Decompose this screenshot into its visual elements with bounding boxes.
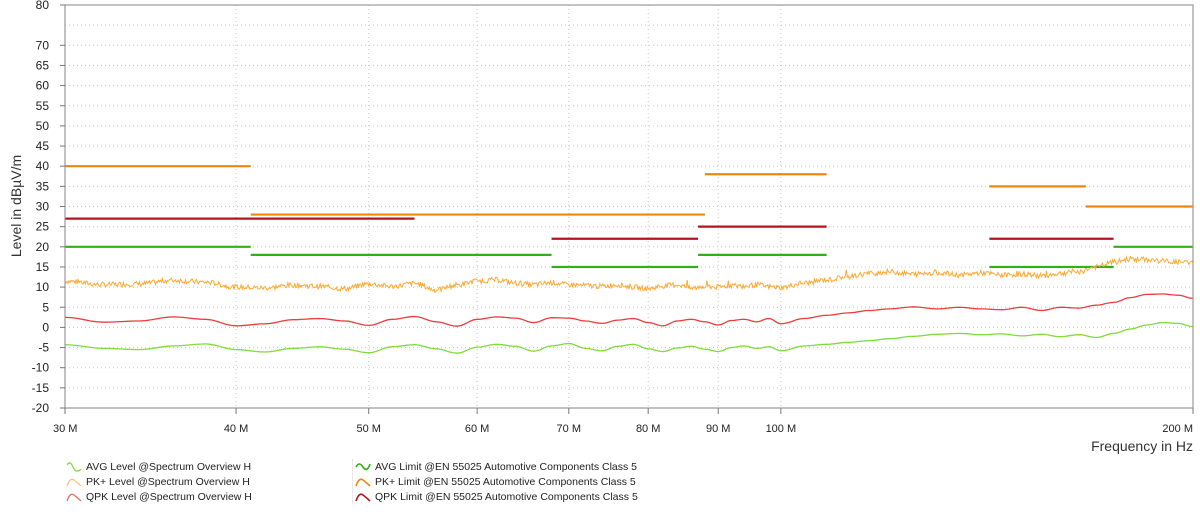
- wave-path: [355, 477, 371, 487]
- y-tick-label: 80: [36, 0, 50, 12]
- pk-level-trace: [64, 255, 1194, 294]
- x-tick-label: 100 M: [766, 423, 797, 435]
- y-tick-label: 10: [36, 280, 50, 294]
- grid-lines: [65, 5, 1193, 408]
- wave-icon: [355, 492, 371, 502]
- legend-label: AVG Limit @EN 55025 Automotive Component…: [375, 460, 638, 473]
- y-tick-label: 15: [36, 260, 50, 274]
- wave-icon: [66, 478, 82, 486]
- legend-label: QPK Level @Spectrum Overview H: [86, 490, 252, 503]
- x-tick-label: 60 M: [465, 423, 489, 435]
- measurement-traces: [64, 255, 1194, 354]
- x-axis-title: Frequency in Hz: [1091, 438, 1193, 454]
- y-tick-label: -5: [38, 341, 49, 355]
- wave-path: [355, 462, 371, 470]
- legend-item-avg-limit[interactable]: AVG Limit @EN 55025 Automotive Component…: [355, 459, 638, 474]
- legend-item-pk-limit[interactable]: PK+ Limit @EN 55025 Automotive Component…: [355, 474, 638, 489]
- y-tick-label: 55: [36, 99, 50, 113]
- y-tick-label: 25: [36, 220, 50, 234]
- legend-label: QPK Limit @EN 55025 Automotive Component…: [375, 490, 638, 503]
- legend-levels: AVG Level @Spectrum Overview H PK+ Level…: [66, 459, 252, 504]
- limit-lines: [65, 165, 1193, 269]
- y-tick-label: 60: [36, 79, 50, 93]
- x-tick-label: 80 M: [636, 423, 660, 435]
- level-trace: [64, 321, 1194, 354]
- wave-icon: [66, 493, 82, 501]
- wave-icon: [355, 462, 371, 470]
- x-tick-label: 40 M: [224, 423, 248, 435]
- x-tick-label: 200 M: [1162, 423, 1193, 435]
- x-tick-label: 30 M: [53, 423, 77, 435]
- x-tick-label: 70 M: [557, 423, 581, 435]
- wave-path: [355, 492, 371, 502]
- y-tick-label: 45: [36, 139, 50, 153]
- wave-path: [66, 478, 82, 486]
- legend-label: PK+ Level @Spectrum Overview H: [86, 475, 250, 488]
- y-tick-label: 35: [36, 179, 50, 193]
- x-tick-label: 50 M: [356, 423, 380, 435]
- y-tick-label: -20: [32, 401, 50, 415]
- y-tick-label: 50: [36, 119, 50, 133]
- y-axis: 807065605550454035302520151050-5-10-15-2…: [32, 0, 65, 415]
- y-tick-label: 20: [36, 240, 50, 254]
- wave-path: [66, 461, 82, 472]
- level-trace: [64, 293, 1194, 327]
- y-tick-label: 30: [36, 200, 50, 214]
- legend-label: PK+ Limit @EN 55025 Automotive Component…: [375, 475, 636, 488]
- legend-item-pk-level[interactable]: PK+ Level @Spectrum Overview H: [66, 474, 252, 489]
- legend-item-qpk-limit[interactable]: QPK Limit @EN 55025 Automotive Component…: [355, 489, 638, 504]
- y-tick-label: 40: [36, 159, 50, 173]
- legend-label: AVG Level @Spectrum Overview H: [86, 460, 252, 473]
- y-axis-title: Level in dBµV/m: [8, 155, 24, 257]
- wave-path: [66, 493, 82, 501]
- x-tick-label: 90 M: [706, 423, 730, 435]
- x-axis: 30 M 40 M 50 M 60 M 70 M 80 M 90 M 100 M 200 M: [53, 408, 1194, 435]
- y-tick-label: 5: [42, 300, 49, 314]
- legend-item-qpk-level[interactable]: QPK Level @Spectrum Overview H: [66, 489, 252, 504]
- wave-icon: [355, 477, 371, 487]
- y-tick-label: 70: [36, 38, 50, 52]
- y-tick-label: 0: [42, 320, 49, 334]
- y-tick-label: -15: [32, 381, 50, 395]
- legend-limits: AVG Limit @EN 55025 Automotive Component…: [352, 459, 638, 504]
- y-tick-label: -10: [32, 361, 50, 375]
- wave-icon: [66, 461, 82, 472]
- y-tick-label: 65: [36, 58, 50, 72]
- legend-item-avg-level[interactable]: AVG Level @Spectrum Overview H: [66, 459, 252, 474]
